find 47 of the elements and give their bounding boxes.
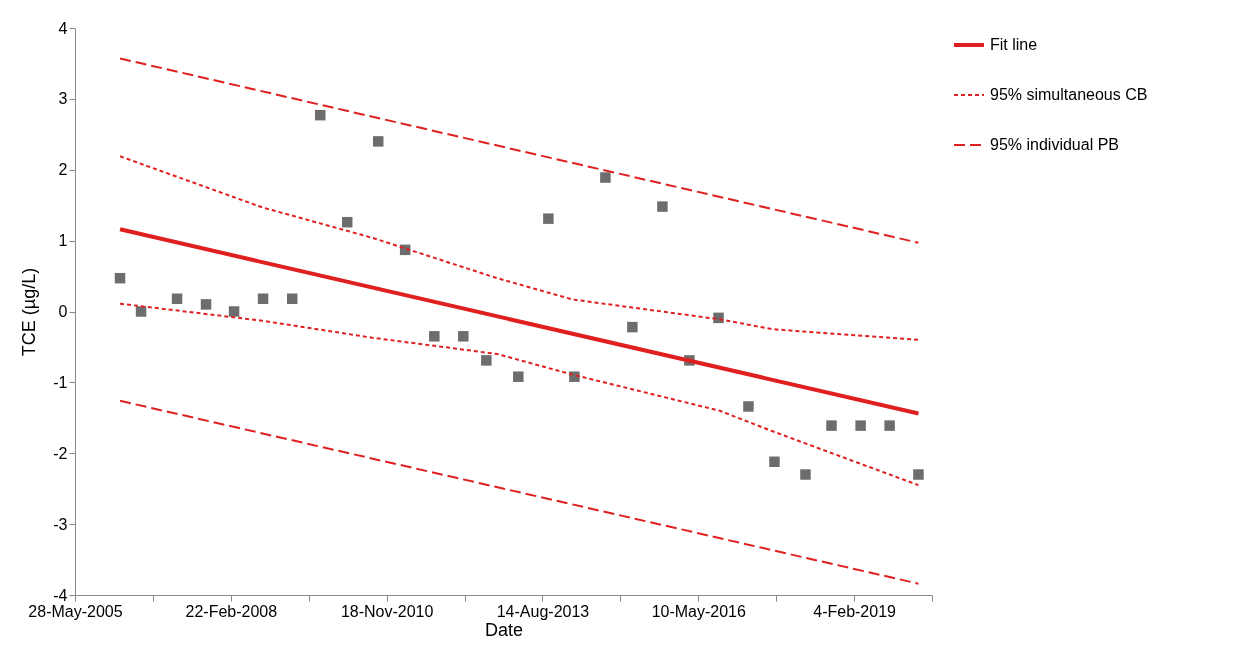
point [884, 420, 895, 431]
y-tick-label: -2 [53, 444, 68, 462]
y-tick-label: -4 [53, 586, 68, 604]
legend-label: Fit line [990, 36, 1038, 53]
point [286, 293, 298, 304]
point [600, 172, 611, 183]
point [429, 331, 440, 342]
point [372, 136, 384, 147]
y-tick-label: -1 [53, 373, 68, 391]
point [458, 331, 469, 342]
point [171, 293, 183, 304]
legend-label: 95% simultaneous CB [990, 86, 1148, 103]
y-tick-label: -3 [53, 515, 68, 533]
point [228, 306, 240, 317]
x-tick-label: 14-Aug-2013 [496, 602, 590, 620]
y-tick-label: 3 [58, 90, 68, 108]
x-axis-title: Date [484, 619, 524, 640]
line-series [119, 302, 920, 487]
x-tick-label: 22-Feb-2008 [185, 602, 278, 620]
point [826, 420, 837, 431]
point [855, 420, 866, 431]
legend-label: 95% individual PB [990, 136, 1119, 153]
point [200, 299, 212, 310]
y-tick-label: 2 [58, 161, 68, 179]
point [543, 213, 554, 224]
line-series [119, 155, 920, 341]
point [743, 401, 754, 412]
point [913, 469, 924, 480]
y-axis-title: TCE (µg/L) [19, 267, 40, 357]
point [627, 321, 638, 333]
point [114, 272, 126, 284]
x-tick-label: 10-May-2016 [651, 602, 747, 620]
y-tick-label: 1 [58, 232, 68, 250]
point [481, 355, 492, 366]
point [513, 371, 524, 382]
point [341, 216, 353, 228]
x-tick-label: 4-Feb-2019 [813, 602, 897, 620]
y-tick-label: 0 [58, 303, 68, 320]
x-tick-label: 28-May-2005 [28, 602, 123, 620]
point [800, 469, 811, 480]
point [257, 293, 269, 304]
x-tick-label: 18-Nov-2010 [340, 602, 434, 620]
y-tick-label: 4 [58, 19, 68, 37]
point [315, 109, 326, 121]
point [657, 201, 668, 212]
point [769, 456, 780, 467]
point [135, 306, 147, 317]
